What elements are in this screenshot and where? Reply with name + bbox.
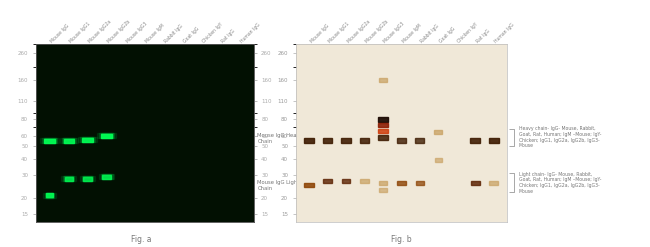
Bar [82, 176, 94, 182]
Text: Mouse IgG Light
Chain: Mouse IgG Light Chain [257, 180, 300, 191]
Bar [62, 176, 76, 182]
Bar [63, 176, 74, 182]
Text: Fig. b: Fig. b [391, 235, 412, 244]
Bar [361, 179, 369, 183]
Bar [63, 138, 74, 143]
Text: Goat IgG: Goat IgG [183, 26, 201, 44]
Text: Rabbit IgG: Rabbit IgG [164, 24, 184, 44]
Text: Mouse IgG1: Mouse IgG1 [328, 21, 350, 44]
Bar [415, 139, 424, 143]
Bar [42, 138, 57, 143]
Bar [378, 117, 387, 122]
Bar [397, 139, 406, 143]
Text: Mouse IgG: Mouse IgG [309, 24, 330, 44]
Bar [83, 176, 92, 182]
Bar [83, 177, 92, 181]
Text: Mouse IgG3: Mouse IgG3 [383, 22, 406, 44]
Bar [304, 139, 315, 143]
Bar [62, 138, 75, 143]
Text: Human IgG: Human IgG [493, 23, 515, 44]
Bar [60, 138, 77, 143]
Bar [489, 181, 498, 185]
Bar [102, 174, 111, 180]
Bar [79, 137, 97, 142]
Text: Heavy chain- IgG- Mouse, Rabbit,
Goat, Rat, Human; IgM –Mouse; IgY-
Chicken; IgG: Heavy chain- IgG- Mouse, Rabbit, Goat, R… [519, 126, 601, 148]
Bar [489, 139, 499, 143]
Bar [83, 138, 93, 142]
Bar [360, 139, 369, 143]
Text: Fig. a: Fig. a [131, 235, 152, 244]
Bar [416, 181, 424, 185]
Bar [380, 78, 387, 82]
Bar [101, 174, 112, 180]
Text: Mouse IgM: Mouse IgM [145, 23, 166, 44]
Bar [378, 123, 387, 127]
Bar [44, 139, 55, 143]
Text: Mouse IgG: Mouse IgG [49, 24, 70, 44]
Bar [82, 137, 94, 142]
Bar [97, 133, 116, 138]
Text: Mouse IgM: Mouse IgM [402, 23, 422, 44]
Text: Chicken IgY: Chicken IgY [457, 22, 479, 44]
Bar [323, 139, 332, 143]
Bar [397, 181, 406, 185]
Text: Mouse IgG2a: Mouse IgG2a [346, 20, 371, 44]
Bar [471, 181, 480, 185]
Bar [378, 136, 387, 140]
Text: Chicken IgY: Chicken IgY [202, 22, 224, 44]
Bar [64, 139, 73, 143]
Bar [80, 176, 95, 182]
Bar [81, 137, 95, 142]
Bar [435, 158, 442, 162]
Bar [341, 139, 351, 143]
Bar [102, 175, 111, 179]
Text: Light chain- IgG- Mouse, Rabbit,
Goat, Rat, Human; IgM –Mouse; IgY-
Chicken; IgG: Light chain- IgG- Mouse, Rabbit, Goat, R… [519, 172, 601, 194]
Text: Mouse IgG2b: Mouse IgG2b [365, 20, 389, 44]
Bar [45, 193, 55, 198]
Bar [101, 134, 112, 138]
Text: Rat IgG: Rat IgG [220, 29, 236, 44]
Text: Human IgG: Human IgG [240, 23, 261, 44]
Text: Rabbit IgG: Rabbit IgG [420, 24, 440, 44]
Bar [324, 179, 332, 183]
Bar [40, 138, 59, 143]
Bar [44, 193, 56, 198]
Text: Mouse IgG3: Mouse IgG3 [125, 22, 148, 44]
Bar [342, 179, 350, 183]
Text: Rat IgG: Rat IgG [475, 29, 491, 44]
Text: Mouse IgG2a: Mouse IgG2a [88, 20, 112, 44]
Bar [379, 188, 387, 192]
Bar [378, 129, 387, 133]
Text: Mouse IgG Heavy
Chain: Mouse IgG Heavy Chain [257, 133, 303, 144]
Bar [304, 183, 314, 187]
Text: Goat IgG: Goat IgG [438, 26, 456, 44]
Bar [379, 181, 387, 185]
Bar [64, 177, 73, 181]
Bar [99, 174, 114, 180]
Bar [46, 193, 53, 197]
Bar [44, 138, 56, 143]
Bar [99, 133, 114, 138]
Text: Mouse IgG2b: Mouse IgG2b [107, 20, 131, 44]
Text: Mouse IgG1: Mouse IgG1 [69, 21, 92, 44]
Bar [64, 176, 73, 182]
Bar [434, 130, 443, 134]
Bar [46, 193, 53, 198]
Bar [101, 133, 112, 138]
Bar [471, 139, 480, 143]
